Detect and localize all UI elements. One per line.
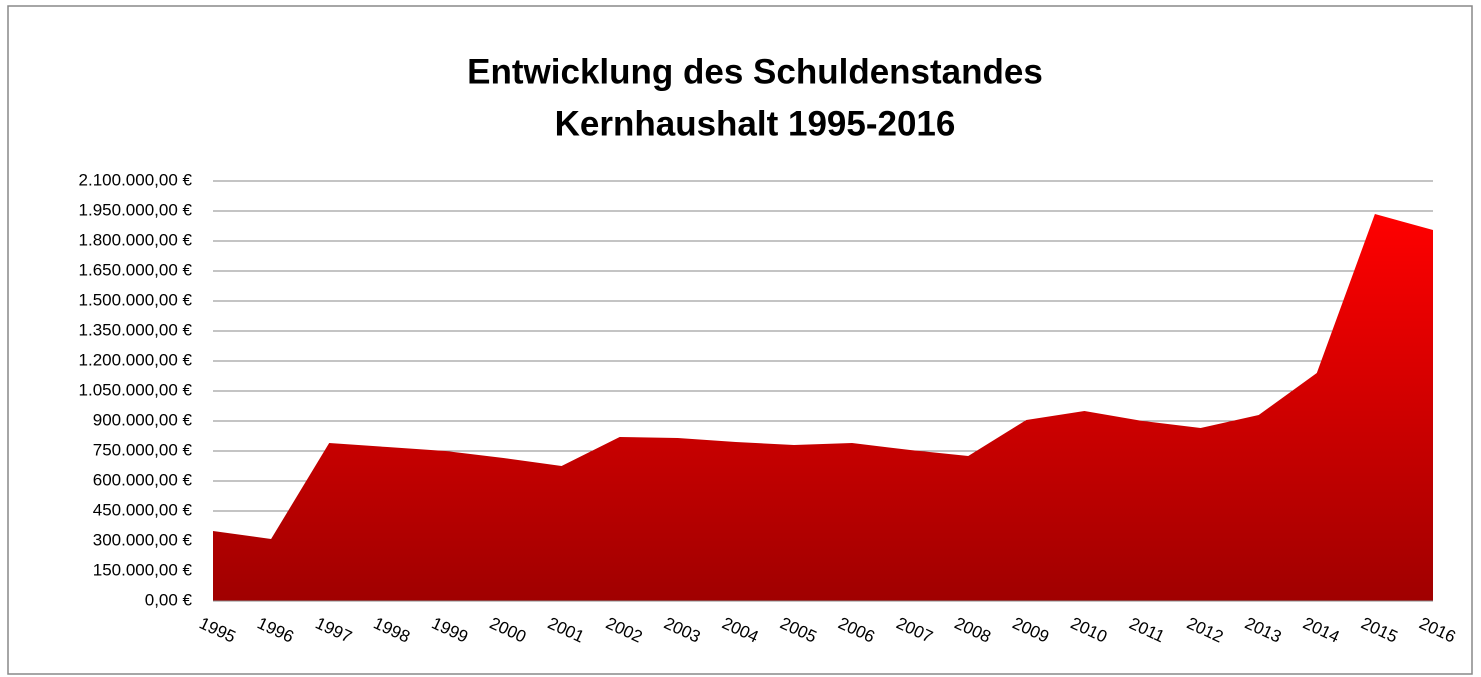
y-tick-label: 150.000,00 € bbox=[93, 560, 193, 579]
y-tick-label: 2.100.000,00 € bbox=[79, 170, 193, 189]
y-tick-label: 1.950.000,00 € bbox=[79, 200, 193, 219]
y-tick-label: 1.800.000,00 € bbox=[79, 230, 193, 249]
y-tick-label: 1.350.000,00 € bbox=[79, 320, 193, 339]
y-tick-label: 1.500.000,00 € bbox=[79, 290, 193, 309]
y-tick-label: 1.050.000,00 € bbox=[79, 380, 193, 399]
y-tick-label: 300.000,00 € bbox=[93, 530, 193, 549]
y-tick-label: 1.200.000,00 € bbox=[79, 350, 193, 369]
y-tick-label: 600.000,00 € bbox=[93, 470, 193, 489]
y-tick-label: 1.650.000,00 € bbox=[79, 260, 193, 279]
chart-subtitle: Kernhaushalt 1995-2016 bbox=[555, 104, 956, 143]
area bbox=[213, 214, 1433, 601]
chart-title: Entwicklung des Schuldenstandes bbox=[467, 52, 1043, 91]
y-tick-label: 450.000,00 € bbox=[93, 500, 193, 519]
y-tick-label: 900.000,00 € bbox=[93, 410, 193, 429]
y-tick-label: 750.000,00 € bbox=[93, 440, 193, 459]
y-tick-label: 0,00 € bbox=[145, 590, 193, 609]
